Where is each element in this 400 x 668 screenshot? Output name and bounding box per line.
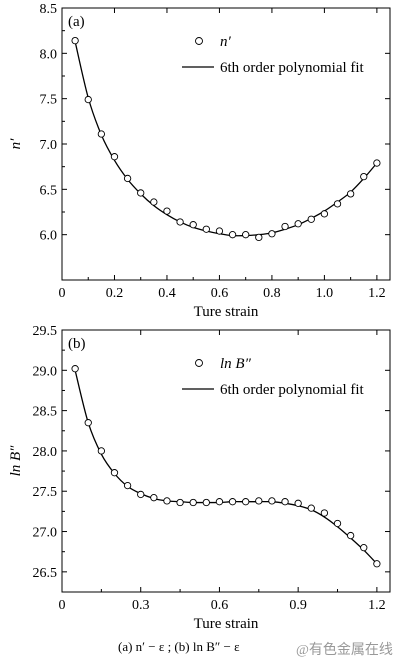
panel-a-data-point <box>360 172 368 181</box>
panel-b-legend-marker <box>195 359 203 367</box>
panel-b-x-tick-label: 1.2 <box>368 598 386 613</box>
panel-b-y-tick-label: 29.0 <box>33 364 58 379</box>
panel-b-data-point <box>202 498 210 507</box>
panel-a-x-tick-label: 0.4 <box>158 286 176 301</box>
panel-b-y-tick-label: 29.5 <box>33 324 58 339</box>
figure-caption: (a) n′ − ε ; (b) ln B″ − ε <box>118 639 240 654</box>
panel-a-x-tick-label: 0.2 <box>106 286 124 301</box>
panel-a-legend-label-data: n′ <box>220 34 232 50</box>
panel-b-legend-label-data: ln B″ <box>220 356 252 372</box>
panel-b-x-tick-label: 0.3 <box>132 598 150 613</box>
panel-a-x-tick-label: 1.0 <box>316 286 334 301</box>
panel-b-data-point <box>255 497 263 505</box>
panel-b-data-point <box>360 544 368 552</box>
panel-b-data-point <box>307 504 315 512</box>
panel-b-data-point <box>373 560 381 568</box>
panel-a-legend-marker <box>195 37 203 45</box>
panel-b-data-point <box>137 490 145 499</box>
panel-b-y-tick-label: 28.0 <box>33 445 58 460</box>
panel-b-data-point <box>333 519 342 528</box>
panel-b-data-point <box>281 498 289 506</box>
panel-b-chart: 0 0.3 0.6 0.9 1.2 26.5 27.0 27.5 28.0 28.5 29.0 29.… <box>8 324 391 632</box>
panel-a-data-point <box>110 153 119 161</box>
panel-b-x-tick-label: 0.9 <box>289 598 307 613</box>
panel-b-data-point <box>97 447 106 455</box>
panel-a-y-tick-label: 8.5 <box>40 2 58 17</box>
panel-a-data-point <box>373 159 381 167</box>
panel-a-data-point <box>268 230 276 238</box>
panel-b-data-point <box>84 419 92 427</box>
panel-b-data-point <box>71 365 79 373</box>
panel-a-data-point <box>320 210 329 218</box>
panel-b-panel-label: (b) <box>68 336 86 352</box>
panel-a-data-point <box>163 207 171 215</box>
panel-a-y-tick-label: 8.0 <box>40 47 58 62</box>
panel-b-x-tick-label: 0 <box>59 598 66 613</box>
panel-a-data-point <box>333 200 342 208</box>
panel-b-data-point <box>163 497 171 505</box>
panel-a-y-tick-label: 7.0 <box>40 138 58 153</box>
panel-a-data-point <box>176 218 184 226</box>
panel-b-data-point <box>150 494 158 502</box>
panel-a-data-point <box>215 227 224 235</box>
panel-b-data-point <box>215 498 224 506</box>
panel-a-data-point <box>84 95 92 104</box>
panel-a-chart: 0 0.2 0.4 0.6 0.8 1.0 1.2 6.0 6.5 7.0 7.5 8.0 8.5 Tur… <box>8 2 391 320</box>
panel-a-y-tick-label: 7.5 <box>40 93 58 108</box>
panel-b-y-tick-label: 27.5 <box>33 485 58 500</box>
panel-a-data-point <box>346 190 355 198</box>
panel-b-data-point <box>176 498 184 507</box>
panel-a-data-point <box>71 36 79 45</box>
panel-b-data-point <box>294 499 302 507</box>
panel-b-data-point <box>228 498 237 506</box>
panel-b-x-tick-label: 0.6 <box>211 598 229 613</box>
panel-b-y-tick-label: 28.5 <box>33 405 58 420</box>
panel-a-data-point <box>123 174 132 183</box>
panel-b-data-point <box>189 498 197 507</box>
panel-a-legend-label-fit: 6th order polynomial fit <box>220 60 365 76</box>
panel-b-fit-line <box>74 370 378 565</box>
panel-a-y-tick-label: 6.5 <box>40 183 58 198</box>
panel-b-y-tick-label: 27.0 <box>33 526 58 541</box>
panel-b-data-point <box>346 531 355 540</box>
panel-a-data-point <box>202 225 210 233</box>
panel-a-x-tick-label: 0.8 <box>263 286 281 301</box>
panel-b-x-axis-label: Ture strain <box>194 616 259 632</box>
panel-a-x-axis-label: Ture strain <box>194 304 259 320</box>
watermark: @有色金属在线 <box>296 641 393 658</box>
panel-b-plot-frame <box>61 329 391 593</box>
panel-b-y-tick-label: 26.5 <box>33 566 58 581</box>
panel-a-data-point <box>189 221 197 229</box>
panel-b-data-point <box>110 469 119 477</box>
panel-b-data-point <box>320 509 329 517</box>
panel-a-data-point <box>150 198 158 206</box>
panel-a-y-axis-label: n′ <box>8 138 24 150</box>
panel-a-data-point <box>255 233 263 242</box>
panel-a-x-tick-label: 1.2 <box>368 286 386 301</box>
panel-a-data-point <box>281 222 289 231</box>
panel-a-x-tick-label: 0.6 <box>211 286 229 301</box>
panel-b-data-point <box>242 498 250 506</box>
panel-a-data-point <box>242 231 250 239</box>
panel-a-data-point <box>307 215 315 223</box>
panel-b-data-point <box>123 481 132 490</box>
panel-b-legend-label-fit: 6th order polynomial fit <box>220 382 365 398</box>
panel-b-y-axis-label: ln B″ <box>8 445 24 477</box>
panel-a-panel-label: (a) <box>68 14 85 30</box>
panel-a-data-point <box>97 130 106 138</box>
panel-a-y-tick-label: 6.0 <box>40 229 58 244</box>
panel-b-data-point <box>268 497 276 505</box>
panel-a-data-point <box>228 231 237 239</box>
panel-a-x-tick-label: 0 <box>59 286 66 301</box>
panel-a-data-point <box>137 189 145 197</box>
panel-a-data-point <box>294 220 302 228</box>
